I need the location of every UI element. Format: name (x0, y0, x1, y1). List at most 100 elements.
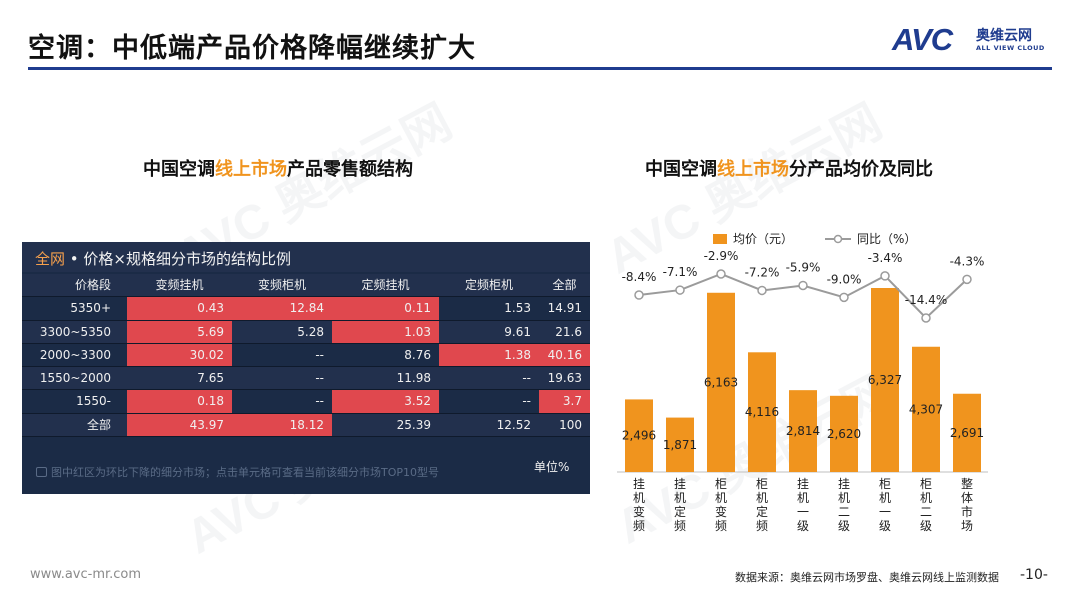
category-label: 级 (838, 519, 850, 533)
category-label: 机 (674, 491, 686, 505)
yoy-point (839, 292, 849, 303)
row-label: 全部 (86, 417, 111, 432)
yoy-point (798, 280, 808, 291)
table-cell[interactable]: 12.84 (232, 297, 332, 320)
table-cell[interactable]: 14.91 (547, 301, 582, 316)
bar (912, 346, 940, 472)
yoy-label: -9.0% (827, 272, 862, 286)
yoy-label: -3.4% (868, 251, 903, 265)
table-cell[interactable]: 43.97 (127, 413, 232, 437)
yoy-point (634, 290, 644, 300)
table-row[interactable]: 全部 43.97 18.12 25.39 12.52 100 (22, 413, 590, 438)
table-cell[interactable]: -- (315, 371, 324, 386)
yoy-label: -5.9% (786, 260, 821, 274)
category-label: 整 (961, 476, 973, 491)
table-cell[interactable]: 9.61 (504, 324, 531, 339)
yoy-point (716, 269, 726, 279)
category-label: 定 (756, 504, 768, 519)
table-cell[interactable]: 25.39 (396, 417, 431, 432)
category-label: 挂 (674, 477, 686, 491)
yoy-point (962, 274, 972, 285)
table-row[interactable]: 3300~5350 5.69 5.28 1.03 9.61 21.6 (22, 320, 590, 344)
category-label: 级 (920, 519, 932, 533)
table-cell[interactable]: 40.16 (539, 343, 590, 367)
table-header-row: 价格段 变频挂机 变频柜机 定频挂机 定频柜机 全部 (22, 274, 590, 298)
table-cell[interactable]: 5.28 (297, 324, 324, 339)
comment-icon (36, 467, 47, 477)
bar-value-label: 4,307 (909, 402, 943, 416)
data-source: 数据来源：奥维云网市场罗盘、奥维云网线上监测数据 (735, 571, 999, 584)
category-label: 挂 (797, 477, 809, 491)
category-label: 挂 (838, 477, 850, 491)
table-cell[interactable]: 100 (559, 417, 582, 432)
table-cell[interactable]: -- (522, 371, 531, 386)
yoy-label: -4.3% (950, 254, 985, 268)
table-cell[interactable]: 0.18 (127, 390, 232, 413)
table-cell[interactable]: 3.7 (539, 390, 590, 413)
title-highlight: 线上市场 (717, 159, 789, 180)
category-label: 级 (879, 519, 891, 533)
bar (789, 390, 817, 472)
table-cell[interactable]: 18.12 (232, 413, 332, 437)
table-row[interactable]: 5350+ 0.43 12.84 0.11 1.53 14.91 (22, 297, 590, 321)
table-cell[interactable]: 1.03 (332, 320, 439, 343)
bar-value-label: 2,814 (786, 424, 820, 438)
legend-label: 同比（%） (857, 232, 916, 246)
category-label: 频 (633, 519, 645, 533)
category-label: 柜 (715, 477, 727, 491)
bar-value-label: 6,163 (704, 375, 738, 389)
table-cell[interactable]: 0.43 (127, 297, 232, 320)
table-cell[interactable]: 5.69 (127, 320, 232, 343)
table-cell[interactable]: 1.53 (504, 301, 531, 316)
scope-tag[interactable]: 全网 (35, 250, 66, 268)
category-label: 机 (797, 491, 809, 505)
left-section-title: 中国空调线上市场产品零售额结构 (143, 155, 413, 181)
table-row[interactable]: 2000~3300 30.02 -- 8.76 1.38 40.16 (22, 343, 590, 368)
table-cell[interactable]: 30.02 (127, 343, 232, 367)
bar (707, 292, 735, 472)
category-label: 机 (879, 491, 891, 505)
table-cell[interactable]: 1.38 (439, 343, 539, 367)
table-cell[interactable]: 3.52 (332, 390, 439, 413)
table-cell[interactable]: 8.76 (404, 347, 431, 362)
yoy-point (675, 285, 685, 295)
table-cell[interactable]: 19.63 (547, 371, 582, 386)
category-label: 一 (879, 505, 891, 519)
website-url[interactable]: www.avc-mr.com (30, 567, 142, 582)
table-cell[interactable]: 7.65 (197, 371, 224, 386)
category-label: 体 (961, 491, 973, 505)
category-label: 级 (797, 519, 809, 533)
bar-value-label: 6,327 (868, 373, 902, 387)
logo-mark: AVC (892, 22, 953, 57)
category-label: 场 (961, 519, 973, 533)
category-label: 挂 (633, 477, 645, 491)
bar-value-label: 2,691 (950, 426, 984, 440)
table-cell[interactable]: 12.52 (496, 417, 531, 432)
table-cell[interactable]: 0.11 (332, 297, 439, 320)
column-header: 变频挂机 (155, 278, 204, 292)
title-suffix: 产品零售额结构 (287, 159, 413, 180)
yoy-label: -7.2% (745, 265, 780, 279)
header-divider (28, 67, 1052, 70)
table-row[interactable]: 1550- 0.18 -- 3.52 -- 3.7 (22, 390, 590, 414)
column-header: 定频挂机 (361, 278, 410, 292)
title-highlight: 线上市场 (215, 159, 287, 180)
table-row[interactable]: 1550~2000 7.65 -- 11.98 -- 19.63 (22, 367, 590, 391)
table-cell[interactable]: -- (315, 394, 324, 409)
column-header: 定频柜机 (464, 278, 513, 292)
bar-value-label: 2,496 (622, 429, 656, 443)
table-cell[interactable]: 21.6 (555, 324, 582, 339)
row-label: 1550- (76, 394, 111, 409)
panel-header: 全网 • 价格×规格细分市场的结构比例 (22, 242, 590, 272)
table-note: 图中红区为环比下降的细分市场；点击单元格可查看当前该细分市场TOP10型号 (36, 464, 439, 480)
table-cell[interactable]: -- (522, 394, 531, 409)
bar (953, 393, 981, 472)
category-label: 机 (715, 491, 727, 505)
logo-name-en: ALL VIEW CLOUD (976, 44, 1045, 52)
table-cell[interactable]: 11.98 (396, 371, 431, 386)
table-cell[interactable]: -- (315, 347, 324, 362)
row-label: 5350+ (70, 301, 111, 316)
category-label: 柜 (756, 477, 768, 491)
row-label: 2000~3300 (39, 347, 111, 362)
category-label: 变 (715, 504, 727, 519)
